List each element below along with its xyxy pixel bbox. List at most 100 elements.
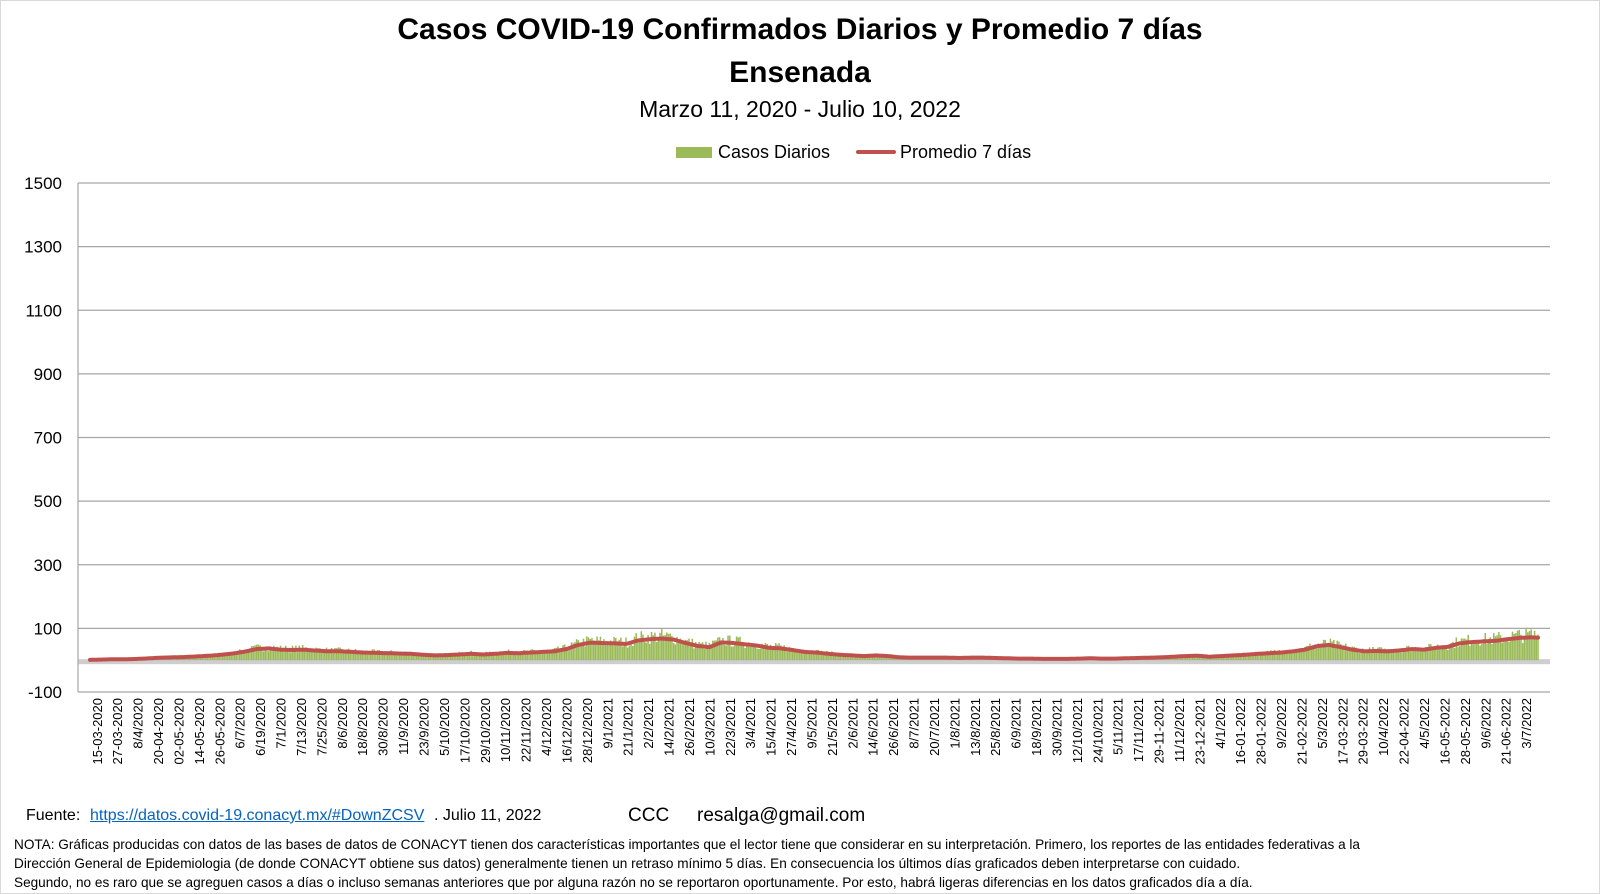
daily-case-bar bbox=[1334, 647, 1337, 661]
daily-case-bar bbox=[347, 648, 350, 661]
daily-case-bar bbox=[589, 638, 592, 661]
daily-case-bar bbox=[713, 640, 716, 661]
daily-case-bar bbox=[1516, 630, 1519, 661]
daily-case-bar bbox=[223, 654, 226, 661]
daily-case-bar bbox=[495, 652, 498, 661]
daily-case-bar bbox=[822, 653, 825, 661]
x-tick-label: 22/11/2020 bbox=[519, 698, 534, 762]
x-tick-label: 21-02-2022 bbox=[1294, 698, 1309, 765]
daily-case-bar bbox=[1521, 643, 1524, 661]
daily-case-bar bbox=[1249, 653, 1252, 661]
daily-case-bar bbox=[1484, 632, 1487, 661]
daily-case-bar bbox=[468, 653, 471, 661]
daily-case-bar bbox=[730, 646, 733, 661]
daily-case-bar bbox=[1390, 650, 1393, 661]
daily-case-bar bbox=[451, 655, 454, 661]
daily-case-bar bbox=[1278, 649, 1281, 661]
x-tick-label: 13/8/2021 bbox=[968, 698, 983, 756]
y-tick-label: 500 bbox=[34, 492, 62, 511]
daily-case-bar bbox=[533, 649, 535, 661]
daily-case-bar bbox=[216, 655, 219, 661]
daily-case-bar bbox=[324, 652, 326, 661]
daily-case-bar bbox=[1353, 646, 1356, 661]
daily-case-bar bbox=[815, 649, 818, 661]
legend-label-daily-cases: Casos Diarios bbox=[718, 142, 831, 162]
daily-case-bar bbox=[521, 653, 523, 661]
x-tick-label: 4/1/2022 bbox=[1213, 698, 1228, 749]
daily-case-bar bbox=[797, 649, 799, 661]
daily-case-bar bbox=[669, 633, 671, 661]
daily-case-bar bbox=[438, 656, 440, 661]
daily-case-bar bbox=[1508, 641, 1510, 661]
daily-case-bar bbox=[1317, 643, 1320, 661]
daily-case-bar bbox=[424, 654, 426, 661]
daily-case-bar bbox=[400, 652, 403, 661]
daily-case-bar bbox=[376, 650, 379, 661]
daily-case-bar bbox=[414, 653, 416, 661]
daily-case-bar bbox=[580, 645, 583, 661]
author-email: resalga@gmail.com bbox=[697, 805, 866, 826]
daily-case-bar bbox=[366, 652, 369, 661]
chart-location: Ensenada bbox=[729, 56, 871, 89]
daily-case-bar bbox=[802, 653, 804, 661]
daily-case-bar bbox=[586, 636, 588, 661]
daily-case-bar bbox=[563, 644, 566, 661]
x-tick-label: 24/10/2021 bbox=[1090, 698, 1105, 763]
daily-case-bar bbox=[1190, 656, 1192, 661]
daily-case-bar bbox=[1295, 651, 1298, 661]
daily-case-bar bbox=[553, 648, 556, 661]
daily-case-bar bbox=[1219, 656, 1221, 661]
daily-case-bar bbox=[1200, 655, 1202, 661]
daily-case-bar bbox=[723, 645, 726, 661]
daily-case-bar bbox=[1418, 651, 1420, 661]
daily-case-bar bbox=[1535, 637, 1538, 661]
daily-case-bar bbox=[1309, 643, 1311, 661]
daily-case-bar bbox=[407, 653, 409, 661]
daily-case-bar bbox=[834, 653, 837, 661]
daily-case-bar bbox=[1455, 637, 1458, 661]
daily-case-bar bbox=[788, 646, 791, 661]
daily-case-bar bbox=[1229, 655, 1231, 661]
daily-case-bar bbox=[1273, 650, 1276, 661]
daily-case-bar bbox=[810, 653, 813, 661]
daily-case-bar bbox=[1333, 639, 1335, 661]
x-tick-label: 20-04-2020 bbox=[151, 698, 166, 765]
daily-case-bar bbox=[1387, 649, 1390, 661]
daily-case-bar bbox=[592, 640, 595, 661]
daily-case-bar bbox=[621, 646, 624, 661]
daily-case-bar bbox=[711, 640, 714, 661]
daily-case-bar bbox=[1288, 653, 1291, 661]
source-link[interactable]: https://datos.covid-19.conacyt.mx/#DownZ… bbox=[90, 807, 425, 824]
y-tick-label: 700 bbox=[34, 429, 62, 448]
daily-case-bar bbox=[892, 657, 894, 661]
daily-case-bar bbox=[1360, 651, 1362, 661]
daily-case-bar bbox=[800, 653, 803, 661]
daily-case-bar bbox=[330, 647, 333, 661]
legend-label-seven-day-average: Promedio 7 días bbox=[900, 142, 1032, 162]
daily-case-bar bbox=[608, 645, 610, 661]
x-tick-label: 21/1/2021 bbox=[621, 698, 636, 756]
daily-case-bar bbox=[667, 633, 670, 661]
daily-case-bar bbox=[363, 652, 365, 661]
daily-case-bar bbox=[584, 646, 586, 661]
x-tick-label: 7/25/2020 bbox=[314, 698, 329, 756]
daily-case-bar bbox=[1241, 655, 1243, 661]
daily-case-bar bbox=[276, 646, 278, 661]
daily-case-bar bbox=[356, 651, 358, 661]
x-tick-label: 26/2/2021 bbox=[682, 698, 697, 756]
daily-case-bar bbox=[213, 655, 215, 661]
daily-case-bar bbox=[1259, 654, 1262, 661]
source-label: Fuente: bbox=[26, 807, 81, 824]
daily-case-bar bbox=[291, 645, 294, 661]
daily-case-bar bbox=[706, 645, 709, 661]
daily-case-bar bbox=[322, 653, 324, 661]
daily-case-bar bbox=[1431, 646, 1434, 661]
daily-case-bar bbox=[296, 652, 299, 661]
daily-case-bar bbox=[1336, 640, 1338, 661]
daily-case-bar bbox=[577, 640, 580, 661]
x-tick-label: 8/7/2021 bbox=[907, 698, 922, 749]
daily-case-bar bbox=[1271, 651, 1274, 661]
x-tick-label: 5/3/2022 bbox=[1315, 698, 1330, 749]
daily-case-bar bbox=[315, 647, 318, 661]
daily-case-bar bbox=[798, 652, 801, 661]
